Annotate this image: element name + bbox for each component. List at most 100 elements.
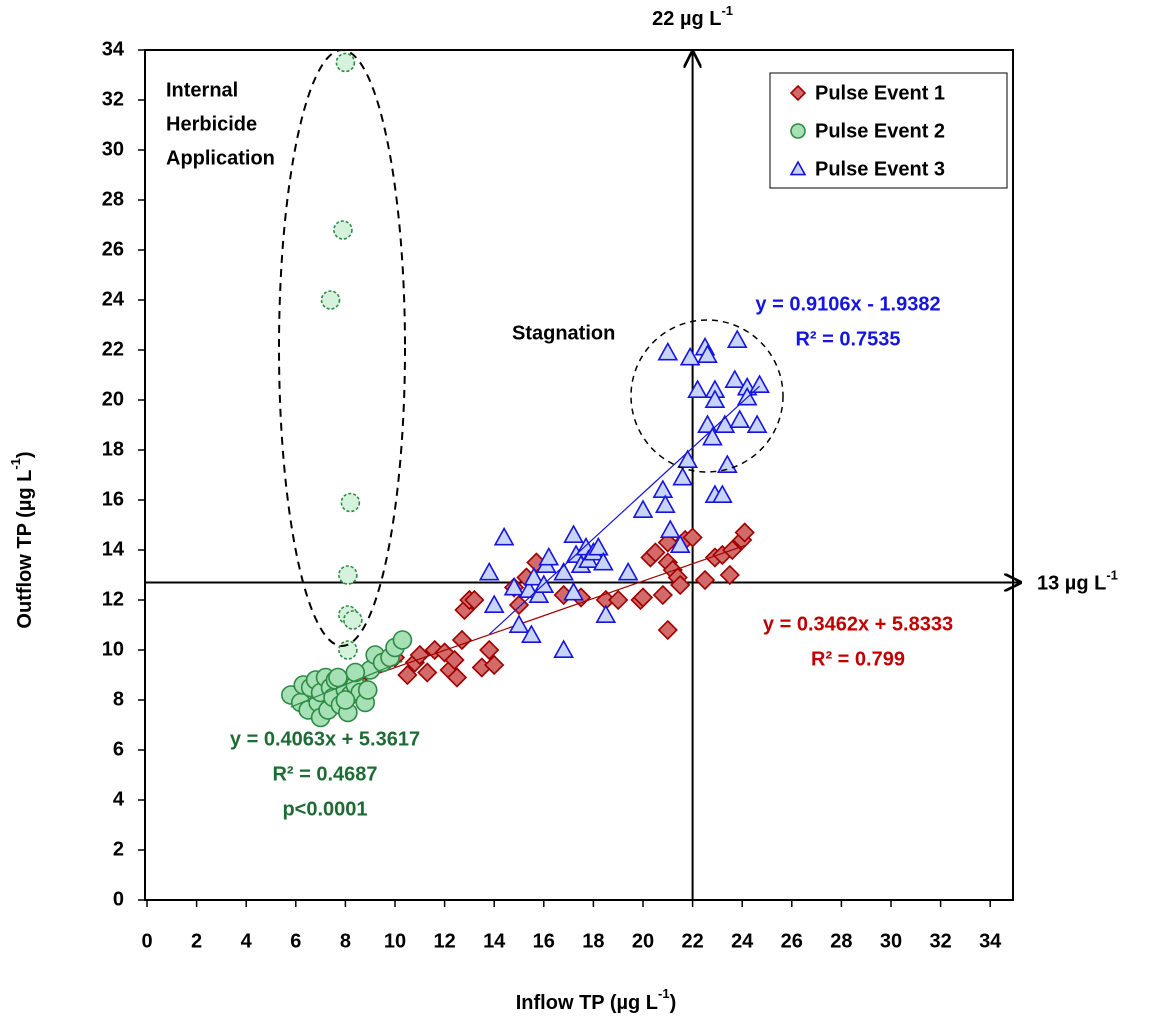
triangle-marker: [789, 160, 807, 176]
triangle-marker: [508, 614, 530, 633]
circle-marker: [333, 220, 353, 240]
y-tick-label: 6: [113, 738, 124, 760]
diamond-marker: [682, 527, 703, 548]
y-axis-label: Outflow TP (µg L-1): [8, 451, 36, 628]
reference-label: 22 µg L-1: [652, 3, 733, 30]
triangle-marker: [677, 449, 698, 468]
diamond-marker: [479, 639, 500, 661]
triangle-marker: [563, 581, 584, 601]
x-tick-label: 8: [340, 930, 351, 952]
triangle-marker: [704, 389, 726, 408]
r-squared: R² = 0.7535: [795, 328, 900, 350]
triangle-marker: [714, 414, 736, 433]
triangle-marker: [528, 584, 550, 603]
triangle-marker: [672, 466, 694, 486]
diamond-marker: [608, 589, 629, 611]
reference-label-sup: -1: [1106, 568, 1118, 583]
legend-label: Pulse Event 1: [815, 82, 945, 104]
trend-line: [357, 545, 745, 682]
diamond-marker: [657, 619, 678, 641]
annotation: Herbicide: [166, 113, 257, 135]
diamond-marker: [417, 662, 438, 683]
y-tick-label: 32: [102, 88, 124, 110]
circle-marker: [338, 640, 358, 660]
diamond-marker: [446, 667, 468, 688]
diamond-marker: [694, 569, 716, 591]
circle-marker: [328, 667, 348, 688]
triangle-marker: [632, 499, 654, 518]
triangle-marker: [749, 374, 770, 393]
triangle-marker: [687, 379, 708, 398]
triangle-marker: [592, 551, 614, 571]
triangle-marker: [553, 561, 574, 581]
diamond-marker: [451, 629, 473, 651]
x-axis-label-sup: -1: [658, 986, 670, 1001]
triangle-marker: [553, 639, 574, 658]
y-tick-label: 28: [102, 188, 124, 210]
stagnation-circle: [630, 319, 784, 473]
triangle-marker: [669, 534, 691, 553]
x-tick-label: 10: [384, 930, 406, 952]
legend-label: Pulse Event 2: [815, 120, 945, 142]
triangle-marker: [588, 536, 609, 556]
triangle-marker: [652, 479, 674, 498]
diamond-marker: [734, 522, 755, 543]
triangle-marker: [654, 494, 676, 513]
x-tick-label: 14: [483, 930, 506, 952]
trend-line: [488, 385, 760, 635]
x-tick-label: 0: [141, 930, 152, 952]
diamond-marker: [409, 644, 430, 666]
herbicide-ellipse: [278, 49, 406, 647]
triangle-marker: [679, 346, 701, 366]
triangle-marker: [503, 576, 525, 596]
legend-box: [769, 72, 1008, 189]
triangle-marker: [729, 409, 751, 428]
circle-marker: [340, 492, 361, 513]
p-value: p<0.0001: [282, 798, 367, 820]
circle-marker: [320, 290, 341, 310]
diamond-marker: [719, 564, 740, 586]
y-axis-label-end: ): [14, 451, 36, 458]
triangle-marker: [736, 386, 758, 406]
triangle-marker: [563, 524, 584, 543]
x-axis-label-text: Inflow TP (µg L: [516, 992, 658, 1014]
trend-line: [290, 660, 403, 708]
annotation: Internal: [166, 79, 238, 101]
reference-label-sup: -1: [721, 3, 733, 18]
x-tick-label: 20: [632, 930, 654, 952]
y-tick-label: 30: [102, 138, 124, 160]
x-tick-label: 6: [290, 930, 301, 952]
y-tick-label: 26: [102, 238, 124, 260]
layer: 0 2 4 6 8 10 12 14 16 18 20 22 24 26 28 30 32 34024681012…: [102, 3, 1118, 952]
x-tick-label: 4: [241, 930, 253, 952]
legend-label: Pulse Event 3: [815, 158, 945, 180]
y-tick-label: 4: [113, 788, 125, 810]
y-tick-label: 14: [102, 538, 125, 560]
x-tick-label: 28: [830, 930, 852, 952]
circle-marker: [335, 690, 356, 710]
r-squared: R² = 0.799: [811, 648, 905, 670]
reference-label: 13 µg L-1: [1037, 568, 1118, 595]
triangle-marker: [483, 594, 505, 613]
y-axis-label-text: Outflow TP (µg L: [14, 470, 36, 629]
triangle-marker: [657, 341, 679, 361]
legend: Pulse Event 1 Pulse Event 2 Pulse Event 3: [789, 82, 945, 180]
equation: y = 0.9106x - 1.9382: [755, 293, 940, 315]
equation: y = 0.3462x + 5.8333: [763, 613, 953, 635]
triangle-marker: [746, 414, 768, 433]
x-tick-label: 32: [929, 930, 951, 952]
circle-marker: [790, 123, 806, 139]
triangle-marker: [617, 561, 639, 581]
triangle-marker: [659, 519, 681, 538]
triangle-marker: [521, 624, 542, 643]
diamond-marker: [464, 589, 485, 611]
y-axis-label-sup: -1: [8, 458, 23, 470]
x-tick-label: 26: [781, 930, 803, 952]
y-tick-label: 20: [102, 388, 124, 410]
diamond-marker: [508, 594, 530, 616]
triangle-marker: [493, 526, 515, 546]
y-tick-label: 2: [113, 838, 124, 860]
x-tick-label: 18: [582, 930, 604, 952]
y-tick-label: 16: [102, 488, 124, 510]
